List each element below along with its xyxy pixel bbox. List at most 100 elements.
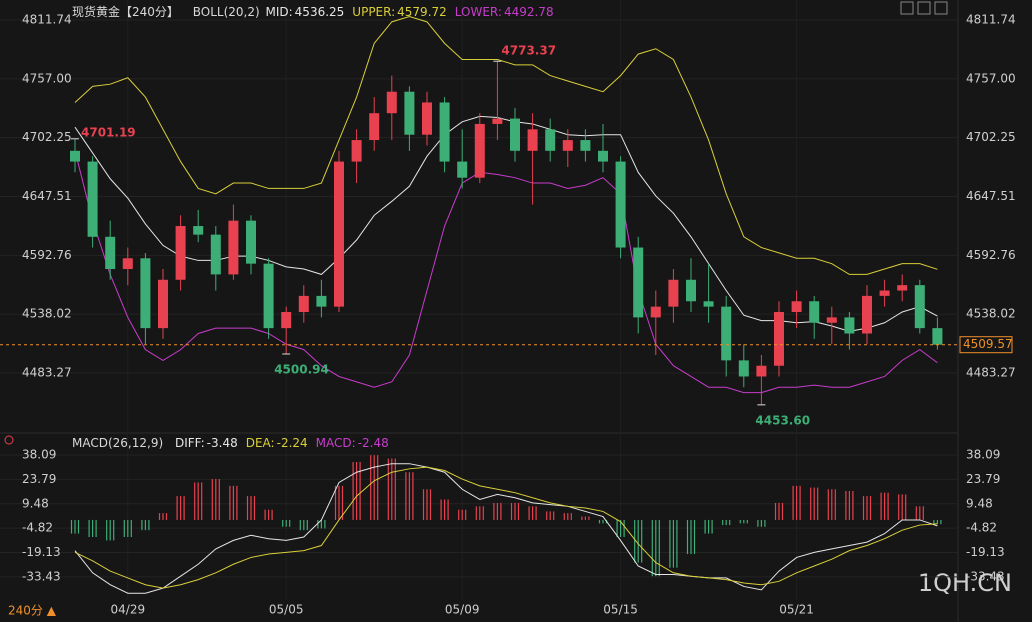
candle-body (386, 91, 397, 114)
candle-body (633, 247, 644, 318)
y-tick-label: 38.09 (966, 448, 1000, 462)
candle-body (844, 317, 855, 334)
candle-body (422, 102, 432, 135)
candle-body (439, 102, 450, 162)
extreme-label: 4773.37 (501, 44, 556, 58)
candle-body (87, 161, 98, 237)
candle-body (598, 150, 608, 162)
candle-body (527, 129, 538, 151)
legend-name: MID: (265, 5, 293, 19)
indicator-name[interactable]: BOLL(20,2) (192, 5, 260, 19)
x-tick-label: 05/21 (779, 603, 814, 617)
legend-value: 4579.72 (397, 5, 447, 19)
candle-body (457, 161, 468, 178)
boll-line (74, 115, 938, 332)
candle-body (809, 301, 820, 323)
candle-body (316, 295, 327, 307)
macd-line (74, 466, 938, 589)
candle-body (932, 328, 943, 345)
last-price-label: 4509.57 (963, 337, 1013, 351)
legend-name: LOWER: (454, 5, 502, 19)
y-tick-label: 4592.76 (966, 248, 1016, 262)
candle-body (122, 258, 133, 270)
candle-body (668, 279, 679, 307)
legend-value: 4492.78 (503, 5, 554, 19)
candle-body (791, 301, 802, 313)
candle-body (175, 226, 186, 280)
y-tick-label: 4811.74 (22, 12, 72, 26)
y-tick-label: 4647.51 (22, 189, 72, 203)
candle-body (404, 91, 415, 135)
candle-body (721, 306, 732, 361)
legend-value: -2.48 (357, 436, 389, 450)
candle-body (879, 290, 890, 296)
extreme-label: 4701.19 (81, 125, 136, 139)
y-tick-label: -19.13 (22, 545, 61, 559)
watermark: 1QH.CN (918, 569, 1012, 597)
indicator-icon[interactable] (4, 435, 14, 445)
candle-body (703, 301, 714, 307)
y-tick-label: 9.48 (966, 496, 993, 510)
last-price-box (959, 336, 1013, 354)
candle-body (756, 365, 767, 377)
legend-name: DIFF: (174, 436, 205, 450)
y-tick-label: 4647.51 (966, 189, 1016, 203)
macd-header: MACD(26,12,9) DIFF: -3.48 DEA: -2.24 MACD: -2… (72, 436, 391, 450)
period-label[interactable]: 240分 ▲ (8, 604, 57, 618)
y-tick-label: 4483.27 (22, 365, 72, 379)
boll-line (74, 15, 938, 275)
candle-body (650, 306, 661, 318)
tool-button[interactable] (900, 1, 914, 15)
legend-value: -3.48 (206, 436, 238, 450)
y-tick-label: -19.13 (966, 545, 1005, 559)
candle-body (897, 285, 908, 291)
y-tick-label: 4702.25 (22, 130, 72, 144)
y-tick-label: 4483.27 (966, 365, 1016, 379)
legend-value: -2.24 (276, 436, 308, 450)
candle-body (914, 285, 925, 329)
candle-body (334, 161, 344, 307)
candle-body (562, 140, 573, 151)
y-tick-label: 4757.00 (966, 71, 1016, 85)
candle-body (140, 258, 151, 329)
y-tick-label: 4538.02 (966, 307, 1016, 321)
candle-body (369, 113, 380, 141)
candle-body (686, 279, 696, 302)
y-tick-label: 4702.25 (966, 130, 1016, 144)
candle-body (351, 140, 362, 162)
candle-body (246, 220, 256, 264)
x-tick-label: 05/05 (269, 603, 304, 617)
macd-line (74, 463, 938, 594)
candle-body (228, 220, 239, 275)
candle-body (862, 295, 872, 334)
extreme-label: 4500.94 (274, 362, 329, 376)
boll-line (74, 150, 938, 394)
tool-button[interactable] (934, 1, 948, 15)
candle-body (580, 140, 591, 151)
indicator-name[interactable]: MACD(26,12,9) (72, 436, 164, 450)
x-tick-label: 05/09 (445, 603, 480, 617)
legend-name: MACD: (315, 436, 356, 450)
candle-body (738, 360, 749, 377)
candle-body (298, 295, 309, 313)
tool-button[interactable] (917, 1, 931, 15)
instrument-title[interactable]: 现货黄金【240分】 (72, 5, 179, 19)
y-tick-label: 4592.76 (22, 248, 72, 262)
legend-name: DEA: (245, 436, 275, 450)
candle-body (615, 161, 626, 248)
candle-body (510, 118, 520, 151)
candle-body (70, 150, 80, 162)
y-tick-label: 4757.00 (22, 71, 72, 85)
candle-body (474, 123, 485, 178)
y-tick-label: 38.09 (22, 448, 56, 462)
x-tick-label: 05/15 (603, 603, 638, 617)
candle-body (492, 118, 503, 124)
candle-body (263, 263, 274, 329)
legend-name: UPPER: (352, 5, 396, 19)
y-tick-label: -33.43 (22, 569, 61, 583)
candle-body (774, 312, 784, 366)
candle-body (210, 234, 221, 275)
extreme-label: 4453.60 (755, 413, 810, 427)
